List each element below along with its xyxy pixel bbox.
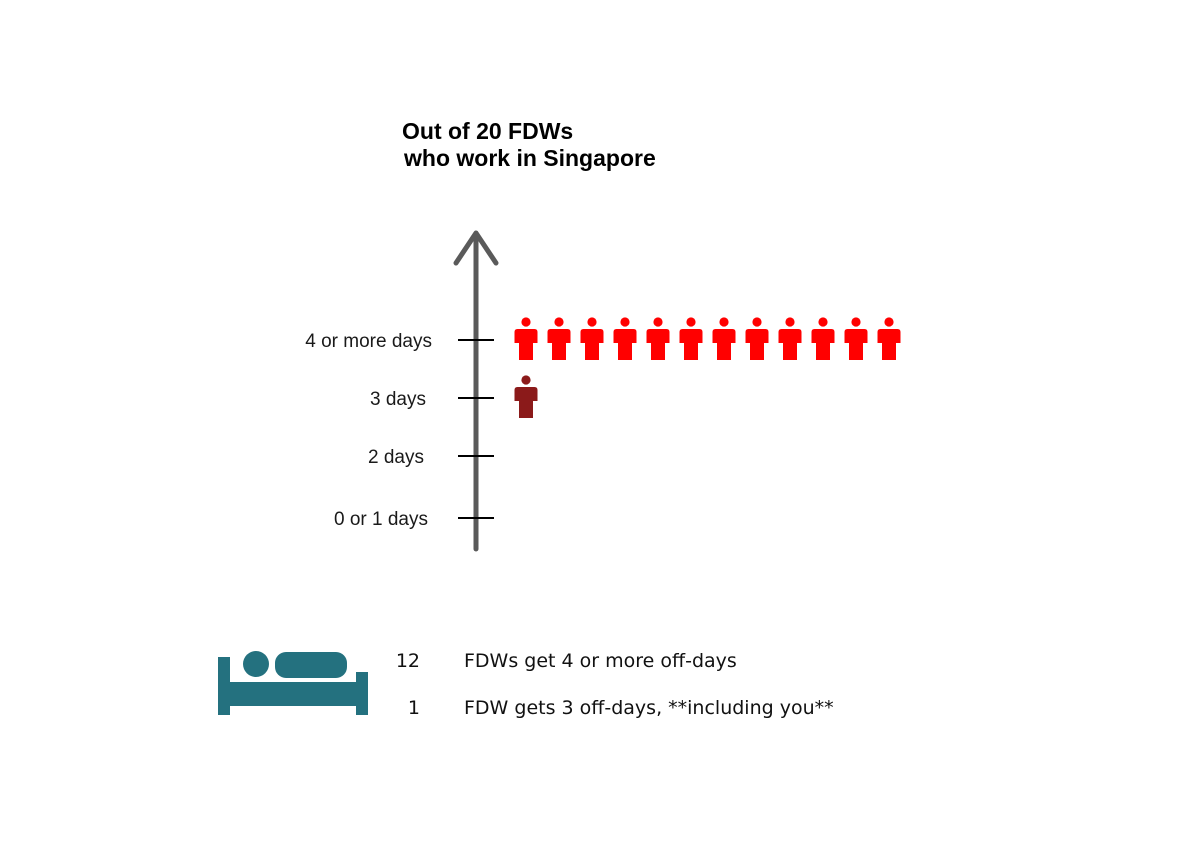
person-icon-4-or-more-days-10 [811,317,835,360]
person-icon-3-days-1 [514,375,538,418]
legend-text-1: FDWs get 4 or more off-days [464,650,737,672]
legend-count-1: 12 [396,650,420,672]
person-icon-4-or-more-days-3 [580,317,604,360]
person-icon-4-or-more-days-4 [613,317,637,360]
person-icon-4-or-more-days-6 [679,317,703,360]
person-icon-4-or-more-days-8 [745,317,769,360]
y-axis-tick-labels: 0 or 1 days 2 days 3 days 4 or more days [305,331,432,530]
person-icon-4-or-more-days-5 [646,317,670,360]
person-icon-4-or-more-days-11 [844,317,868,360]
legend-text-2: FDW gets 3 off-days, **including you** [464,697,834,719]
bed-icon [218,651,368,715]
y-tick-label-0-or-1-days: 0 or 1 days [334,509,428,530]
legend-count-2: 1 [408,697,420,719]
y-axis-ticks [458,339,494,519]
person-icon-4-or-more-days-9 [778,317,802,360]
y-axis-arrowhead [453,230,499,266]
y-tick-label-2-days: 2 days [368,447,424,468]
chart-title-line-2: who work in Singapore [403,145,656,171]
y-tick-label-4-or-more-days: 4 or more days [305,331,432,352]
person-icon-4-or-more-days-2 [547,317,571,360]
y-axis [453,230,499,552]
y-tick-label-3-days: 3 days [370,389,426,410]
person-icon-4-or-more-days-12 [877,317,901,360]
person-icon-4-or-more-days-7 [712,317,736,360]
person-icon-4-or-more-days-1 [514,317,538,360]
chart-title-line-1: Out of 20 FDWs [402,118,573,144]
legend: 12 FDWs get 4 or more off-days 1 FDW get… [218,650,834,719]
person-icons [514,317,901,418]
